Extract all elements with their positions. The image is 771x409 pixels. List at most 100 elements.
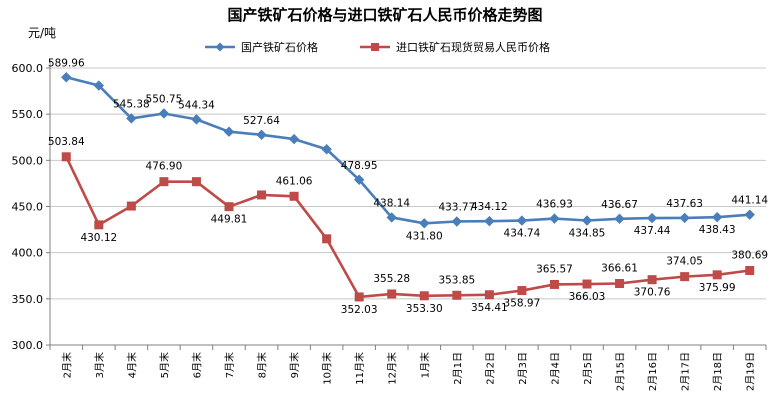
data-point: [191, 177, 201, 187]
x-tick-label: 1月末: [418, 352, 431, 378]
legend-marker: [371, 43, 379, 51]
data-label: 355.28: [373, 273, 410, 285]
x-tick-label: 2月16日: [647, 352, 659, 391]
data-point: [614, 213, 625, 225]
y-tick-labels: 300.0 350.0 400.0 450.0 500.0 550.0 600.0: [12, 62, 44, 352]
data-point: [549, 213, 560, 224]
x-tick-label: 6月末: [190, 352, 203, 378]
data-label: 438.43: [699, 224, 736, 236]
data-label: 374.05: [666, 256, 703, 268]
data-point: [224, 202, 234, 212]
x-tick-labels: 2月末 3月末 4月末 5月末 6月末 7月末 8月末 9月末 10月末 11月末 12月末 1月末 2…: [60, 352, 756, 391]
data-label: 353.85: [438, 274, 475, 286]
data-label: 354.41: [471, 302, 508, 314]
data-point: [354, 292, 364, 302]
x-tick-label: 2月1日: [452, 352, 464, 385]
data-point: [679, 212, 690, 224]
chart-title: 国产铁矿石价格与进口铁矿石人民币价格走势图: [227, 6, 542, 24]
data-label: 430.12: [80, 232, 117, 244]
x-tick-label: 3月末: [93, 352, 106, 378]
data-label: 434.12: [471, 201, 508, 213]
data-label: 437.44: [634, 225, 671, 237]
data-label: 476.90: [146, 161, 183, 173]
data-point: [419, 291, 429, 301]
y-tick-label: 550.0: [12, 108, 44, 121]
x-tick-label: 10月末: [321, 352, 334, 385]
data-label: 544.34: [178, 99, 215, 111]
y-tick-label: 450.0: [12, 201, 44, 214]
legend-marker: [215, 42, 225, 52]
x-tick-label: 2月3日: [517, 352, 529, 385]
x-tick-label: 2月末: [60, 352, 73, 378]
data-point: [484, 290, 494, 300]
data-label: 461.06: [276, 175, 313, 187]
data-point: [386, 212, 397, 223]
data-point: [451, 216, 463, 227]
data-point: [712, 270, 722, 280]
x-tick-label: 8月末: [256, 352, 269, 378]
data-point: [452, 290, 462, 300]
y-tick-label: 600.0: [12, 62, 44, 75]
x-tick-label: 11月末: [353, 352, 366, 385]
data-label: 353.30: [406, 303, 443, 315]
x-tick-label: 2月15日: [615, 352, 627, 391]
data-label: 434.85: [569, 227, 606, 239]
data-label: 449.81: [211, 214, 248, 226]
legend-label: 国产铁矿石价格: [241, 40, 318, 54]
data-point: [646, 212, 658, 224]
data-label: 437.63: [666, 198, 703, 210]
x-tick-label: 2月19日: [745, 352, 757, 391]
data-label: 358.97: [504, 298, 541, 310]
y-tick-label: 500.0: [12, 154, 44, 167]
data-point: [223, 126, 235, 137]
data-label: 436.67: [601, 199, 638, 211]
data-point: [61, 72, 72, 83]
legend-label: 进口铁矿石现货贸易人民币价格: [396, 40, 550, 54]
x-tick-label: 2月4日: [549, 352, 561, 385]
series-line: [65, 76, 750, 225]
data-label: 545.38: [113, 98, 150, 110]
data-label: 366.61: [601, 262, 638, 274]
axes: [46, 60, 767, 350]
data-label: 352.03: [341, 304, 378, 316]
data-point: [484, 215, 495, 227]
data-point: [159, 177, 169, 187]
data-point: [321, 144, 332, 155]
data-label: 380.69: [731, 249, 768, 261]
data-label: 503.84: [48, 136, 85, 148]
data-label: 441.14: [731, 195, 768, 207]
data-label: 436.93: [536, 199, 573, 211]
legend: 国产铁矿石价格 进口铁矿石现货贸易人民币价格: [205, 40, 550, 54]
data-point: [126, 201, 136, 211]
data-point: [257, 190, 267, 200]
data-point: [61, 152, 71, 162]
data-label: 438.14: [373, 197, 410, 209]
x-tick-label: 2月5日: [582, 352, 594, 385]
data-label: 433.77: [438, 201, 475, 213]
x-tick-label: 2月2日: [484, 352, 496, 385]
data-point: [191, 114, 202, 125]
data-point: [744, 209, 755, 220]
data-point: [93, 80, 105, 91]
data-label: 370.76: [634, 287, 671, 299]
x-tick-label: 7月末: [223, 352, 236, 378]
data-point: [581, 215, 593, 226]
data-label: 365.57: [536, 263, 573, 275]
data-point: [615, 278, 625, 288]
data-point: [289, 191, 299, 201]
data-label: 550.75: [146, 93, 183, 105]
data-label: 478.95: [341, 160, 378, 172]
data-label: 366.03: [569, 291, 606, 303]
y-tick-label: 350.0: [12, 293, 44, 306]
data-label: 589.96: [48, 57, 85, 69]
data-label: 375.99: [699, 282, 736, 294]
data-point: [516, 215, 528, 226]
data-point: [158, 108, 170, 119]
data-point: [745, 265, 755, 275]
data-point: [94, 220, 104, 230]
series-line: [65, 156, 750, 299]
y-unit-label: 元/吨: [28, 26, 56, 40]
data-point: [647, 275, 657, 285]
x-tick-label: 2月17日: [680, 352, 692, 391]
